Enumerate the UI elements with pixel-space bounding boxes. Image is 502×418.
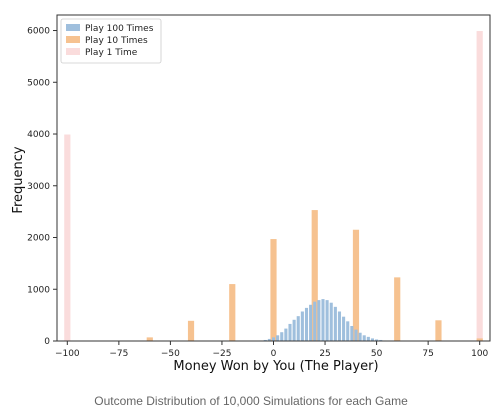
bar-play-10-times: [146, 337, 153, 341]
y-tick-label: 4000: [27, 130, 50, 140]
x-axis-label: Money Won by You (The Player): [173, 359, 378, 374]
bar-play-100-times: [333, 306, 337, 341]
x-tick-label: 75: [422, 349, 433, 359]
legend-box: [60, 18, 162, 64]
bar-play-100-times: [288, 323, 292, 341]
bar-play-100-times: [370, 338, 375, 341]
x-tick-label: 50: [371, 349, 383, 359]
bar-play-100-times: [366, 336, 370, 341]
bar-play-100-times: [346, 321, 350, 341]
bar-play-100-times: [284, 328, 288, 341]
bar-play-100-times: [309, 304, 313, 341]
bar-play-100-times: [267, 338, 271, 341]
bar-play-1-time: [64, 134, 71, 341]
legend-swatch: [66, 36, 80, 43]
figure-caption: Outcome Distribution of 10,000 Simulatio…: [94, 394, 408, 408]
y-tick-label: 5000: [27, 78, 50, 88]
bar-play-10-times: [311, 210, 318, 341]
bar-play-100-times: [350, 325, 354, 341]
x-tick-label: 0: [271, 349, 277, 359]
x-tick-label: −75: [109, 349, 128, 359]
bar-play-10-times: [352, 229, 360, 341]
y-tick-label: 6000: [27, 27, 50, 37]
x-tick-label: −100: [55, 349, 80, 359]
legend: Play 100 Times Play 10 Times Play 1 Time: [60, 18, 162, 64]
bar-play-100-times: [300, 311, 304, 341]
bar-play-100-times: [321, 299, 325, 341]
x-tick-label: −25: [212, 349, 231, 359]
bar-play-100-times: [271, 337, 276, 341]
chart: −100 −75 −50 −25 0 25 50 75 10001000200030004000…: [11, 14, 491, 374]
legend-label: Play 10 Times: [85, 36, 148, 46]
bar-play-100-times: [317, 300, 321, 341]
plot-layer: [64, 31, 483, 342]
legend-swatch: [66, 24, 80, 31]
bar-play-100-times: [280, 332, 284, 341]
bar-play-10-times: [394, 277, 401, 341]
bar-play-10-times: [435, 320, 442, 341]
bar-play-100-times: [329, 302, 333, 341]
bar-play-100-times: [379, 339, 383, 341]
bar-play-100-times: [362, 335, 366, 341]
bar-play-100-times: [304, 307, 309, 341]
y-tick-label: 0: [44, 337, 50, 347]
bar-play-1-time: [476, 31, 483, 342]
bar-play-100-times: [358, 332, 362, 341]
bar-play-100-times: [292, 319, 296, 341]
legend-swatch: [66, 48, 80, 55]
bar-play-10-times: [229, 284, 236, 341]
bar-play-100-times: [276, 335, 280, 341]
x-tick-label: 25: [319, 349, 330, 359]
bar-play-100-times: [325, 300, 329, 341]
bar-play-100-times: [296, 316, 300, 341]
bar-play-100-times: [313, 301, 317, 341]
axis-layer: −100 −75 −50 −25 0 25 50 75 10001000200030004000…: [27, 14, 491, 359]
bar-play-10-times: [270, 239, 277, 341]
y-tick-label: 2000: [27, 234, 50, 244]
bar-play-100-times: [263, 339, 267, 341]
bar-play-10-times: [187, 320, 195, 341]
bar-play-10-times: [476, 338, 483, 341]
y-tick-label: 1000: [27, 285, 50, 295]
x-tick-label: −50: [161, 349, 180, 359]
x-tick-label: 100: [471, 349, 488, 359]
legend-label: Play 100 Times: [85, 24, 154, 34]
bar-play-100-times: [354, 329, 358, 341]
bar-play-100-times: [375, 339, 379, 341]
y-axis-label: Frequency: [11, 146, 26, 213]
bar-play-100-times: [337, 311, 342, 341]
y-tick-label: 3000: [27, 182, 50, 192]
bar-play-100-times: [342, 316, 346, 341]
legend-label: Play 1 Time: [85, 48, 138, 58]
